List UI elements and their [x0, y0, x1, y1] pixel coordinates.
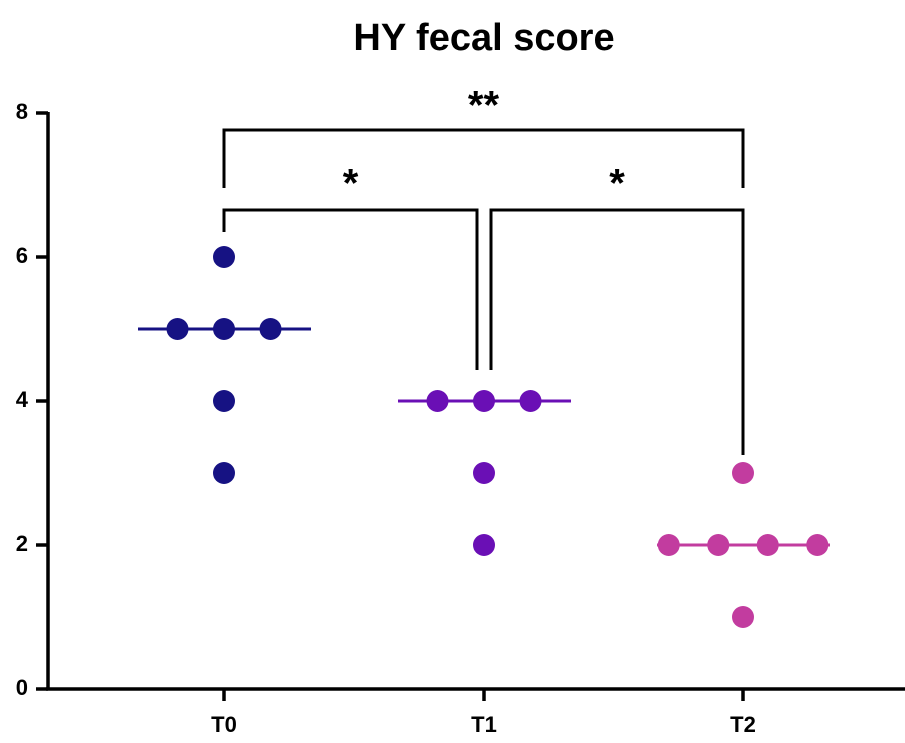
y-tick-label: 2 — [16, 531, 28, 556]
data-point — [657, 534, 680, 556]
y-tick-label: 8 — [16, 99, 28, 124]
y-tick-label: 6 — [16, 243, 28, 268]
data-point — [213, 462, 235, 484]
data-point — [707, 534, 730, 556]
data-point — [473, 390, 495, 412]
data-point — [473, 462, 495, 484]
data-point — [259, 318, 282, 340]
x-tick-label: T0 — [211, 712, 237, 737]
data-point — [166, 318, 189, 340]
data-point — [213, 390, 235, 412]
y-tick-label: 0 — [16, 675, 28, 700]
data-point — [426, 390, 449, 412]
data-point — [732, 606, 754, 628]
significance-bracket — [222, 128, 745, 188]
data-point — [732, 462, 754, 484]
significance-bracket — [222, 208, 479, 370]
x-tick-label: T2 — [730, 712, 756, 737]
x-tick-label: T1 — [471, 712, 497, 737]
significance-label: * — [609, 162, 625, 206]
data-point — [473, 534, 495, 556]
significance-bracket — [489, 208, 745, 455]
significance-label: * — [343, 162, 359, 206]
data-point — [519, 390, 542, 412]
data-point — [213, 246, 235, 268]
data-point — [756, 534, 779, 556]
data-point — [806, 534, 829, 556]
data-point — [213, 318, 235, 340]
chart-title: HY fecal score — [353, 17, 614, 59]
significance-label: ** — [468, 84, 500, 128]
y-tick-label: 4 — [16, 387, 29, 412]
